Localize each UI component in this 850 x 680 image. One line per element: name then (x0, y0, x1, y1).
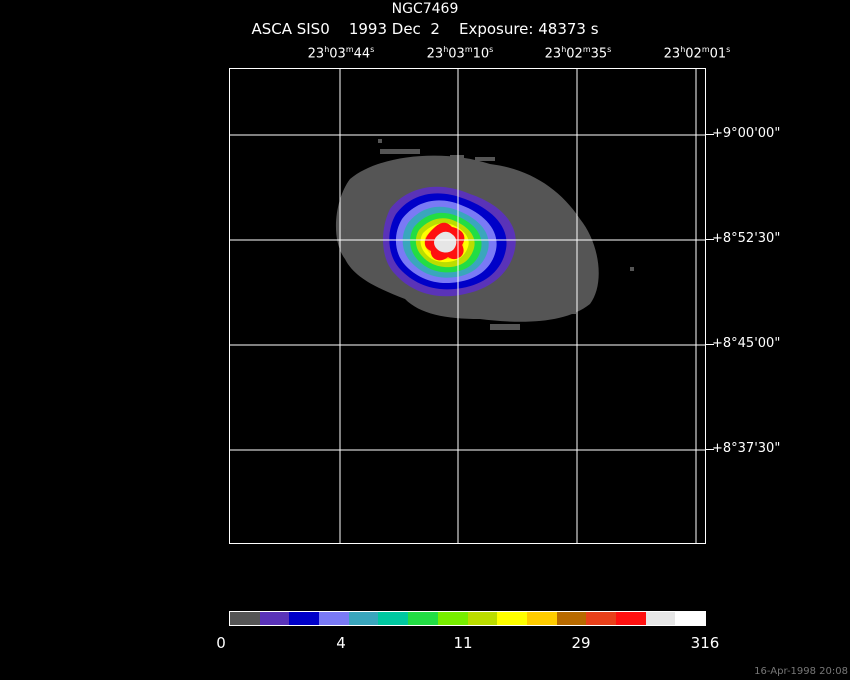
ra-label-4: 23h02m01s (663, 45, 731, 62)
colorbar-swatch-7 (437, 612, 468, 625)
ra-label-3: 23h02m35s (544, 45, 612, 62)
colorbar-swatch-15 (675, 612, 705, 625)
colorbar-label-2: 11 (453, 634, 473, 652)
colorbar-swatch-8 (467, 612, 498, 625)
colorbar-swatch-5 (378, 612, 409, 625)
colorbar-swatch-9 (497, 612, 527, 625)
xray-image (230, 69, 705, 543)
colorbar-swatch-13 (615, 612, 646, 625)
colorbar-swatch-6 (408, 612, 438, 625)
dec-label-1: +9°00'00" (712, 126, 781, 141)
ra-label-2: 23h03m10s (426, 45, 494, 62)
colorbar-swatch-4 (348, 612, 379, 625)
colorbar-label-4: 316 (690, 634, 720, 652)
colorbar-swatch-10 (526, 612, 557, 625)
colorbar-swatch-1 (259, 612, 290, 625)
ra-label-1: 23h03m44s (307, 45, 375, 62)
exposure-label: Exposure: 48373 s (458, 20, 599, 38)
dec-label-2: +8°52'30" (712, 231, 781, 246)
dec-tick (706, 134, 714, 135)
instrument-label: ASCA SIS0 (251, 20, 330, 38)
colorbar-swatch-2 (289, 612, 320, 625)
colorbar-swatch-11 (556, 612, 587, 625)
dec-label-4: +8°37'30" (712, 441, 781, 456)
colorbar-label-1: 4 (336, 634, 346, 652)
colorbar-label-3: 29 (571, 634, 591, 652)
timestamp: 16-Apr-1998 20:08 (754, 666, 848, 677)
colorbar-label-0: 0 (216, 634, 226, 652)
dec-tick (706, 449, 714, 450)
colorbar-swatch-0 (230, 612, 260, 625)
dec-tick (706, 239, 714, 240)
date-label: 1993 Dec 2 (348, 20, 440, 38)
dec-label-3: +8°45'00" (712, 336, 781, 351)
colorbar-swatch-12 (586, 612, 616, 625)
colorbar-swatch-3 (319, 612, 349, 625)
colorbar-swatch-14 (645, 612, 676, 625)
sky-image-panel[interactable] (229, 68, 706, 544)
color-scale-bar (229, 611, 706, 626)
dec-tick (706, 344, 714, 345)
observation-subtitle: ASCA SIS0 1993 Dec 2 Exposure: 48373 s (0, 20, 850, 38)
object-title: NGC7469 (391, 1, 459, 17)
